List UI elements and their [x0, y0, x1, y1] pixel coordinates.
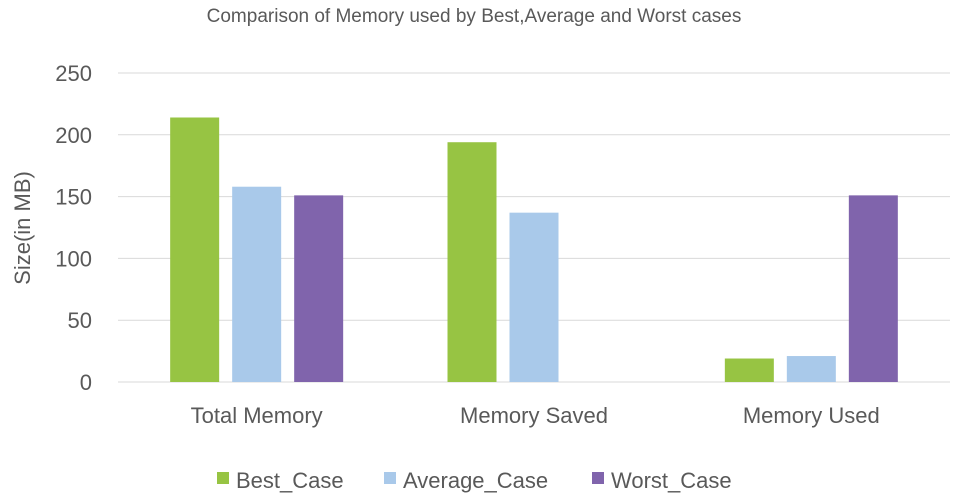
y-axis-ticks: 0 50 100 150 200 250 [55, 61, 92, 395]
bar-best-case [724, 358, 774, 382]
y-tick-label: 50 [68, 308, 92, 333]
legend-swatch [592, 472, 604, 484]
legend: Best_Case Average_Case Worst_Case [217, 468, 732, 493]
bar-average-case [232, 186, 282, 382]
legend-item: Best_Case [217, 468, 344, 493]
chart-title: Comparison of Memory used by Best,Averag… [207, 6, 742, 27]
bar-worst-case [848, 195, 898, 382]
x-axis-categories: Total Memory Memory Saved Memory Used [191, 403, 880, 428]
bar-best-case [447, 142, 497, 382]
legend-swatch [217, 472, 229, 484]
y-tick-label: 250 [55, 61, 92, 86]
legend-item: Worst_Case [592, 468, 732, 493]
bars [170, 117, 898, 382]
y-axis-title: Size(in MB) [10, 171, 35, 285]
legend-item: Average_Case [384, 468, 548, 493]
bar-best-case [170, 117, 220, 382]
y-tick-label: 0 [80, 370, 92, 395]
x-category-label: Total Memory [191, 403, 323, 428]
y-tick-label: 100 [55, 246, 92, 271]
x-category-label: Memory Used [743, 403, 880, 428]
legend-label: Average_Case [403, 468, 548, 493]
x-category-label: Memory Saved [460, 403, 608, 428]
bar-average-case [786, 356, 836, 382]
legend-swatch [384, 472, 396, 484]
y-tick-label: 150 [55, 185, 92, 210]
bar-average-case [509, 212, 559, 382]
legend-label: Best_Case [236, 468, 344, 493]
legend-label: Worst_Case [611, 468, 732, 493]
y-tick-label: 200 [55, 123, 92, 148]
bar-worst-case [294, 195, 344, 382]
